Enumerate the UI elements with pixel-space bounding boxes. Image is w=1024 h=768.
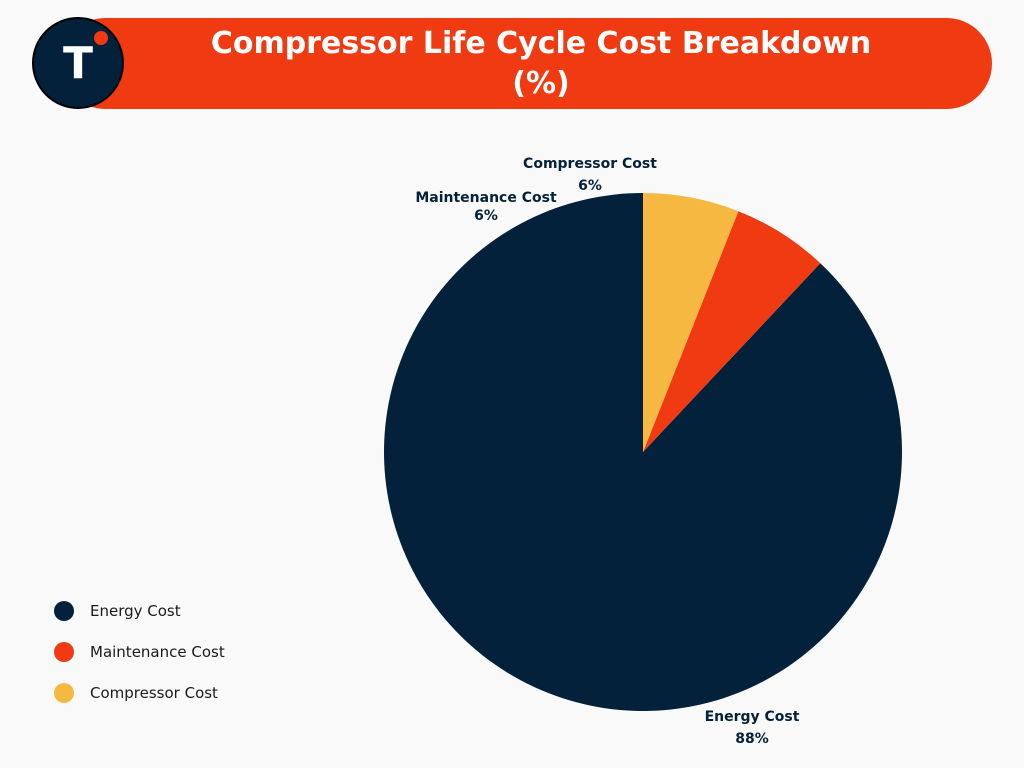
slice-label-maintenance-cost: Maintenance Cost: [415, 190, 557, 206]
chart-title: Compressor Life Cycle Cost Breakdown (%): [191, 24, 891, 104]
slice-label-compressor-cost: Compressor Cost: [523, 156, 657, 172]
chart-title-line-1: Compressor Life Cycle Cost Breakdown: [210, 25, 872, 61]
legend-item-compressor-cost: Compressor Cost: [54, 672, 225, 713]
chart-title-line-2: (%): [512, 65, 570, 101]
legend-swatch-icon: [54, 682, 74, 703]
slice-label-energy-cost: Energy Cost: [705, 709, 800, 725]
pie-slice-maintenance-cost: [643, 211, 821, 452]
slice-value-maintenance-cost: 6%: [474, 208, 498, 224]
legend-swatch-icon: [54, 641, 74, 662]
legend-label: Energy Cost: [90, 601, 181, 620]
slice-value-compressor-cost: 6%: [578, 178, 602, 194]
chart-legend: Energy Cost Maintenance Cost Compressor Co…: [54, 590, 225, 713]
legend-label: Compressor Cost: [90, 683, 218, 702]
pie-slice-energy-cost: [384, 193, 903, 711]
pie-slice-compressor-cost: [643, 193, 739, 452]
legend-label: Maintenance Cost: [90, 642, 225, 661]
brand-logo: T: [32, 17, 124, 109]
legend-swatch-icon: [54, 600, 74, 621]
logo-letter: T: [62, 37, 93, 89]
logo-dot-icon: [94, 31, 108, 45]
pie-labels: Energy Cost 88% Maintenance Cost 6% Compress…: [415, 156, 799, 747]
legend-item-maintenance-cost: Maintenance Cost: [54, 631, 225, 672]
title-banner: Compressor Life Cycle Cost Breakdown (%): [60, 18, 992, 109]
pie-slices: [384, 193, 903, 711]
slice-value-energy-cost: 88%: [735, 731, 769, 747]
legend-item-energy-cost: Energy Cost: [54, 590, 225, 631]
